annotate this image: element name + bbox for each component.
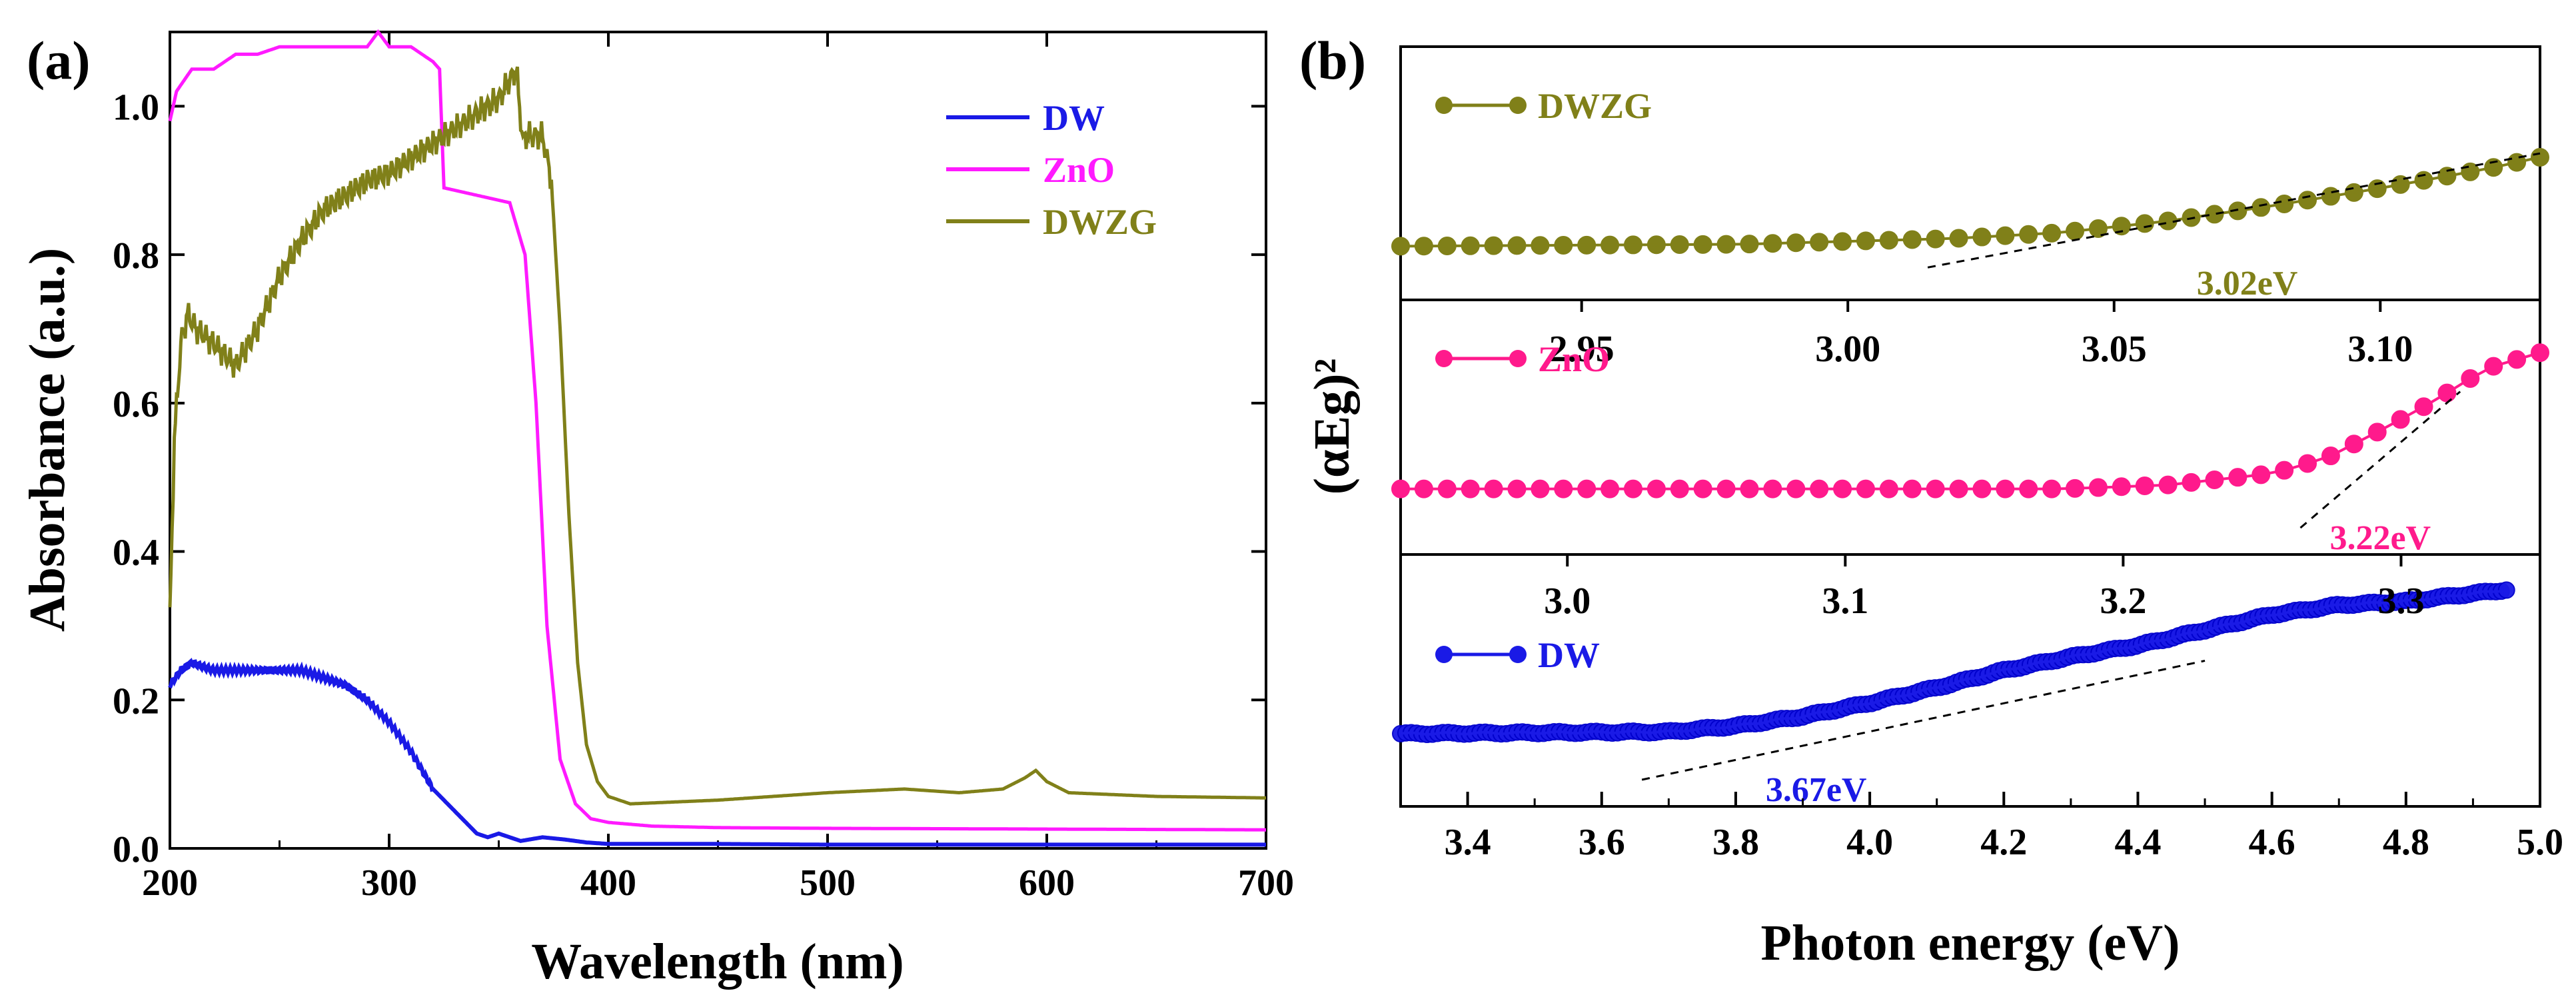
- middle-scale-tick-label: 3.3: [2377, 580, 2424, 622]
- a-ytick-label: 0.4: [113, 532, 159, 574]
- a-xtick-label: 400: [580, 862, 636, 904]
- top-inset-tick-label: 3.00: [1815, 329, 1880, 370]
- panel-b-label: (b): [1299, 30, 1366, 91]
- markers-dwzg: [1391, 148, 2549, 256]
- a-ytick-label: 0.2: [113, 680, 159, 722]
- middle-scale-tick-label: 3.1: [1822, 580, 1868, 622]
- curve-dw: [1400, 588, 2507, 736]
- top-inset-tick-label: 3.05: [2082, 329, 2147, 370]
- tangent-line-dwzg: [1927, 152, 2541, 269]
- curve-dwzg: [1400, 156, 2541, 248]
- bottom-axis-tick-label: 4.0: [1846, 822, 1893, 863]
- inset-dw: 3.67eV DW 3.0 3.1 3.2 3.3 3.4 3.6 3.8 4.0 4.2 4.4 4.…: [1392, 554, 2563, 863]
- panel-a: (a) 200 300 400 500 600 700 0.0 0.2 0.4 0.6 0.8 1.0…: [19, 29, 1294, 990]
- bottom-axis-tick-label: 4.6: [2249, 822, 2295, 863]
- inset-legend-marker: [1435, 646, 1453, 663]
- series-line-dw: [168, 657, 1266, 847]
- tangent-line-dw: [1641, 659, 2206, 781]
- panel-a-ylabel: Absorbance (a.u.): [19, 248, 75, 632]
- middle-scale-tick-label: 3.0: [1544, 580, 1591, 622]
- panel-a-xlabel: Wavelength (nm): [531, 934, 904, 990]
- panel-b-content: 3.02eV DWZG 2.95 3.00 3.05 3.10 3.22eV ZnO 3.67e…: [1391, 86, 2563, 863]
- top-inset-tick-label: 2.95: [1549, 329, 1614, 370]
- bottom-axis-tick-label: 4.2: [1980, 822, 2027, 863]
- inset-legend-label-dwzg: DWZG: [1538, 86, 1652, 126]
- legend-label-zno: ZnO: [1043, 150, 1115, 190]
- a-xtick-label: 500: [800, 862, 856, 904]
- panel-b-ylabel: (αEg)²: [1304, 359, 1360, 495]
- inset-legend-label-dw: DW: [1538, 635, 1600, 675]
- inset-legend-marker: [1509, 646, 1527, 663]
- legend-label-dwzg: DWZG: [1043, 202, 1157, 242]
- inset-legend-marker: [1509, 97, 1527, 114]
- bottom-axis-tick-label: 3.4: [1445, 822, 1491, 863]
- bottom-axis-tick-label: 3.8: [1712, 822, 1759, 863]
- series-line-zno: [168, 29, 1266, 832]
- a-xtick-label: 700: [1238, 862, 1294, 904]
- bandgap-annotation-dw: 3.67eV: [1766, 771, 1867, 809]
- bottom-axis-tick-label: 3.6: [1579, 822, 1625, 863]
- inset-legend-marker: [1509, 350, 1527, 367]
- series-line-dwzg: [168, 66, 1266, 806]
- bottom-axis-tick-label: 5.0: [2517, 822, 2563, 863]
- panel-a-legend: DW ZnO DWZG: [946, 98, 1157, 242]
- a-ytick-label: 0.6: [113, 384, 159, 425]
- panel-a-ticks: 200 300 400 500 600 700 0.0 0.2 0.4 0.6 0.8 1.0: [113, 32, 1294, 904]
- a-xtick-label: 600: [1019, 862, 1075, 904]
- bottom-axis-tick-label: 4.4: [2114, 822, 2161, 863]
- a-ytick-label: 1.0: [113, 87, 159, 128]
- a-xtick-label: 300: [361, 862, 417, 904]
- top-inset-tick-label: 3.10: [2347, 329, 2413, 370]
- panel-a-series: [168, 29, 1266, 847]
- a-xtick-label: 200: [142, 862, 198, 904]
- curve-zno: [1401, 351, 2541, 491]
- tangent-line-zno: [2299, 391, 2461, 529]
- a-ytick-label: 0.8: [113, 235, 159, 277]
- a-ytick-label: 0.0: [113, 829, 159, 870]
- inset-legend-marker: [1435, 350, 1453, 367]
- panel-b-xlabel: Photon energy (eV): [1761, 915, 2180, 971]
- middle-scale-tick-label: 3.2: [2100, 580, 2146, 622]
- inset-legend-label-zno: ZnO: [1538, 339, 1610, 379]
- panel-a-label: (a): [27, 30, 91, 91]
- bottom-axis-tick-label: 4.8: [2383, 822, 2429, 863]
- inset-legend-marker: [1435, 97, 1453, 114]
- inset-zno: 3.22eV ZnO: [1391, 339, 2549, 557]
- panel-b-plot-frame: [1399, 45, 2541, 808]
- legend-label-dw: DW: [1043, 98, 1105, 138]
- bandgap-annotation-dwzg: 3.02eV: [2197, 265, 2298, 303]
- inset-dwzg: 3.02eV DWZG 2.95 3.00 3.05 3.10: [1391, 86, 2549, 370]
- bandgap-annotation-zno: 3.22eV: [2329, 519, 2431, 557]
